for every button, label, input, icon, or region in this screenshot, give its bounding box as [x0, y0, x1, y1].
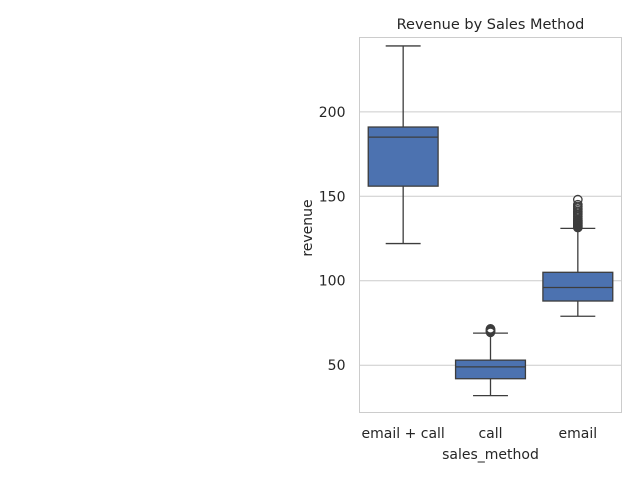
boxes [367, 45, 614, 397]
outlier-point [485, 324, 496, 334]
outlier-point [572, 199, 583, 210]
box-iqr [454, 359, 527, 380]
x-tick-label: call [478, 426, 502, 442]
y-tick-labels: 50 100 150 200 [319, 105, 346, 374]
y-tick-label: 150 [319, 189, 346, 205]
x-tick-label: email + call [362, 426, 445, 442]
y-tick-label: 50 [328, 358, 346, 374]
plot-frame [359, 37, 622, 413]
y-tick-label: 100 [319, 274, 346, 290]
box-group [367, 45, 439, 245]
box-group [454, 324, 527, 397]
y-axis-label: revenue [300, 199, 316, 256]
box-group [542, 194, 614, 317]
x-axis-label: sales_method [442, 447, 539, 463]
x-tick-label: email [559, 426, 598, 442]
box-iqr [367, 126, 439, 187]
box-iqr [542, 271, 614, 302]
y-tick-label: 200 [319, 105, 346, 121]
chart-title: Revenue by Sales Method [397, 17, 585, 33]
x-tick-labels: email + call call email [362, 426, 598, 442]
outlier-point [572, 194, 583, 205]
